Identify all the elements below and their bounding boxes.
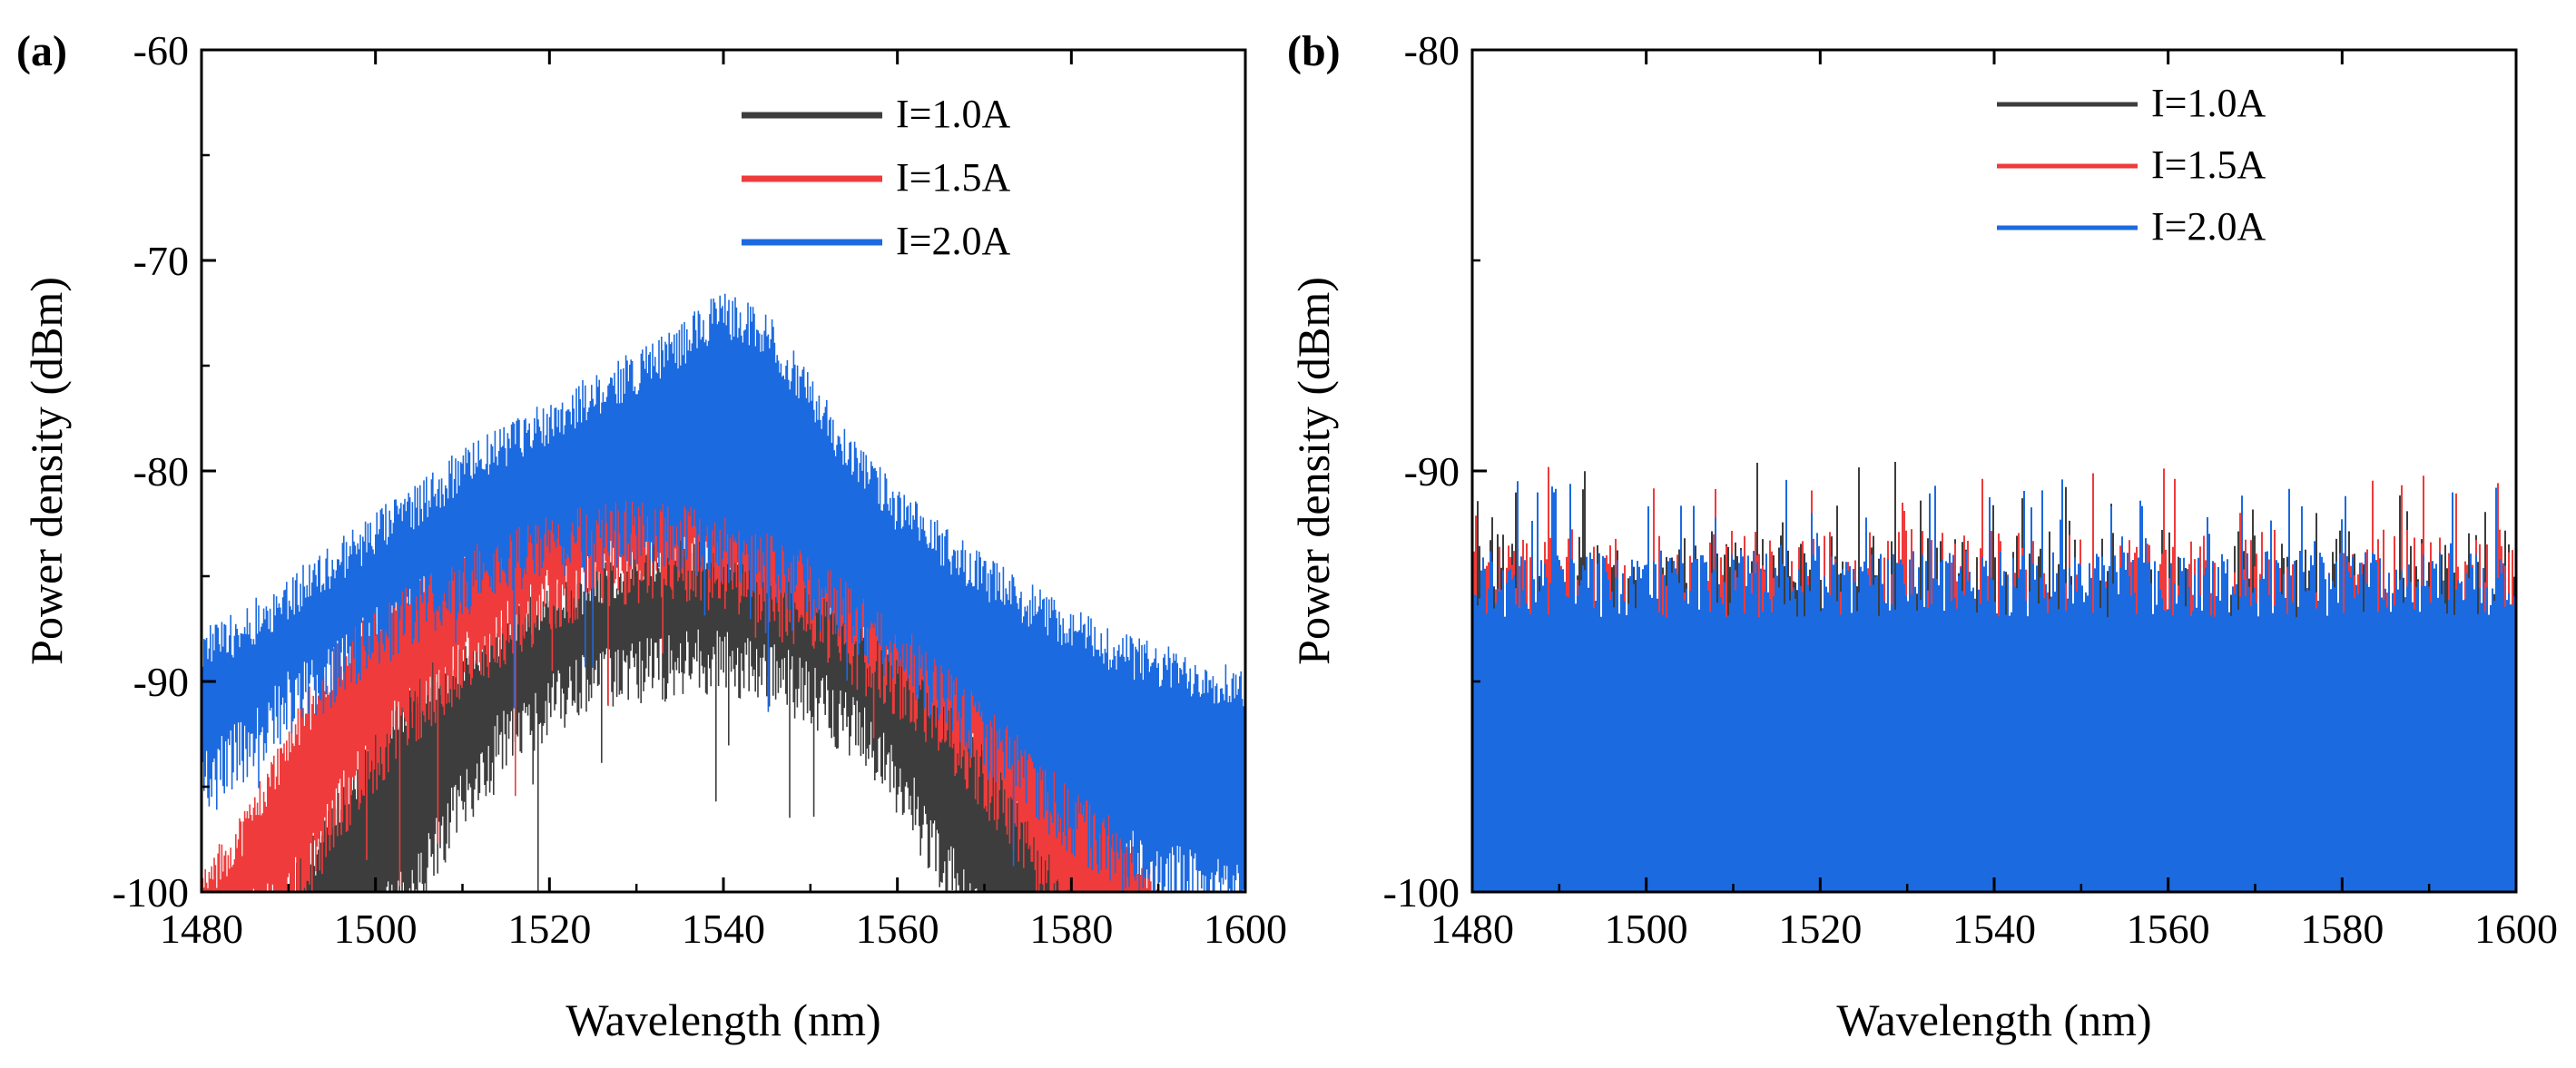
y-tick-label: -100: [113, 869, 189, 916]
x-tick-label: 1480: [160, 906, 243, 952]
legend-label: I=1.5A: [2151, 142, 2266, 187]
legend-label: I=1.0A: [2151, 81, 2266, 125]
y-tick-label: -80: [133, 448, 189, 495]
x-tick-label: 1540: [1952, 906, 2036, 952]
panel-a-label: (a): [16, 27, 67, 75]
plot-b-y-axis-title: Power density (dBm): [1288, 277, 1339, 665]
x-tick-label: 1580: [1029, 906, 1113, 952]
plot-b-legend: I=1.0A I=1.5A I=2.0A: [1997, 81, 2266, 249]
series-b-3: [1472, 479, 2516, 892]
x-tick-label: 1580: [2300, 906, 2384, 952]
plot-a-x-axis-title: Wavelength (nm): [565, 995, 880, 1045]
x-tick-label: 1500: [334, 906, 418, 952]
x-tick-label: 1560: [2127, 906, 2210, 952]
panel-a: (a) 1480 1500 1520 1540 1560 1580 1600 -100 -90 -…: [16, 27, 1287, 1045]
x-tick-label: 1480: [1431, 906, 1514, 952]
panel-b: (b) 1480 1500 1520 1540 1560 1580 1600 -100 -90 -…: [1287, 27, 2558, 1045]
series-a-3: [202, 293, 1245, 892]
plot-b-area: [1472, 462, 2516, 892]
x-tick-label: 1500: [1605, 906, 1688, 952]
y-tick-label: -90: [1404, 448, 1460, 495]
y-tick-label: -60: [133, 27, 189, 73]
panel-b-label: (b): [1287, 27, 1341, 75]
y-tick-label: -80: [1404, 27, 1460, 73]
plot-a-area: [202, 293, 1245, 892]
plot-a-y-axis-title: Power density (dBm): [21, 277, 72, 665]
y-tick-label: -90: [133, 659, 189, 705]
legend-label: I=2.0A: [896, 219, 1010, 263]
x-tick-label: 1520: [1778, 906, 1862, 952]
plot-a-ticks: 1480 1500 1520 1540 1560 1580 1600 -100 -90 -80 -7…: [113, 27, 1287, 952]
plot-b-x-axis-title: Wavelength (nm): [1836, 995, 2151, 1045]
legend-label: I=2.0A: [2151, 204, 2266, 249]
legend-label: I=1.0A: [896, 92, 1010, 136]
y-tick-label: -70: [133, 238, 189, 284]
x-tick-label: 1520: [507, 906, 591, 952]
x-tick-label: 1540: [682, 906, 765, 952]
x-tick-label: 1560: [856, 906, 939, 952]
x-tick-label: 1600: [1204, 906, 1287, 952]
y-tick-label: -100: [1383, 869, 1460, 916]
plot-a-legend: I=1.0A I=1.5A I=2.0A: [742, 92, 1010, 263]
x-tick-label: 1600: [2474, 906, 2558, 952]
plot-b-ticks: 1480 1500 1520 1540 1560 1580 1600 -100 -90 -80: [1383, 27, 2558, 952]
legend-label: I=1.5A: [896, 155, 1010, 200]
